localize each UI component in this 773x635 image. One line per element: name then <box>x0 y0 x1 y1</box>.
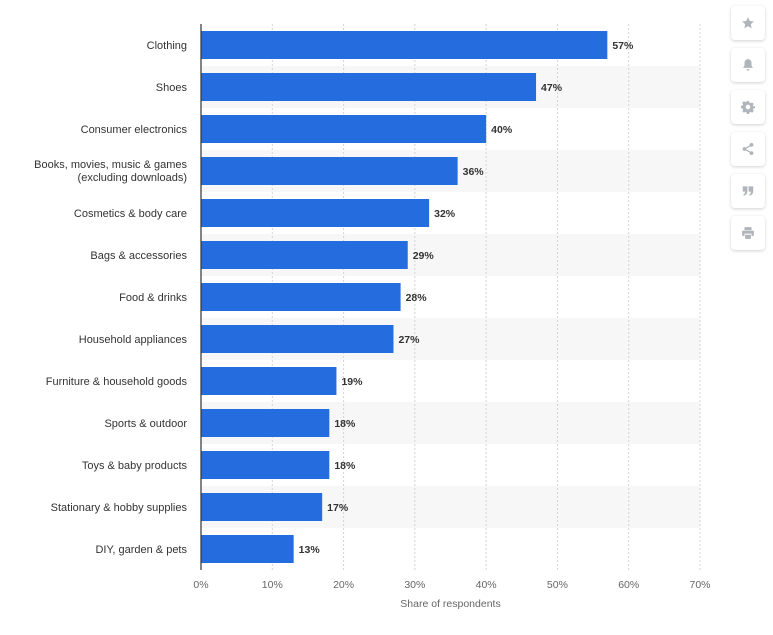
x-tick-label: 0% <box>193 579 208 591</box>
settings-button[interactable] <box>731 90 765 124</box>
category-label: Clothing <box>147 40 187 52</box>
category-label: Consumer electronics <box>81 124 188 136</box>
x-tick-label: 50% <box>547 579 568 591</box>
category-label: Books, movies, music & games (excluding d… <box>34 159 187 184</box>
category-label: Furniture & household goods <box>46 376 188 388</box>
bar[interactable] <box>201 199 430 227</box>
bar[interactable] <box>201 325 394 353</box>
value-label: 40% <box>491 124 513 136</box>
category-label: DIY, garden & pets <box>95 544 187 556</box>
bar[interactable] <box>201 283 401 311</box>
x-axis-title: Share of respondents <box>400 598 500 610</box>
bar[interactable] <box>201 157 458 185</box>
bar[interactable] <box>201 241 408 269</box>
value-label: 18% <box>334 418 356 430</box>
value-label: 19% <box>341 376 363 388</box>
value-label: 17% <box>327 502 349 514</box>
value-label: 57% <box>612 40 634 52</box>
print-button[interactable] <box>731 216 765 250</box>
share-icon <box>742 143 754 155</box>
value-label: 27% <box>398 334 420 346</box>
toolbar <box>731 6 765 250</box>
category-label: Toys & baby products <box>82 460 188 472</box>
value-label: 28% <box>406 292 428 304</box>
bar[interactable] <box>201 73 537 101</box>
bar-chart: Clothing Shoes Consumer electronics Books, … <box>34 24 711 610</box>
print-icon <box>742 227 754 239</box>
category-label: Cosmetics & body care <box>74 208 187 220</box>
x-tick-label: 70% <box>689 579 710 591</box>
share-button[interactable] <box>731 132 765 166</box>
category-label: Bags & accessories <box>90 250 187 262</box>
x-tick-labels: 0% 10% 20% 30% 40% 50% 60% 70% <box>193 579 710 591</box>
category-label: Food & drinks <box>119 292 187 304</box>
value-label: 36% <box>463 166 485 178</box>
bars <box>201 31 608 563</box>
value-label: 29% <box>413 250 435 262</box>
bar[interactable] <box>201 493 323 521</box>
value-labels: 57% 47% 40% 36% 32% 29% 28% 27% 19% 18% 18% 17% 13% <box>299 40 634 556</box>
value-label: 32% <box>434 208 456 220</box>
x-tick-label: 30% <box>404 579 425 591</box>
bell-icon <box>743 59 753 71</box>
category-label: Household appliances <box>79 334 188 346</box>
x-tick-label: 20% <box>333 579 354 591</box>
bar[interactable] <box>201 451 330 479</box>
bar[interactable] <box>201 31 608 59</box>
notification-button[interactable] <box>731 48 765 82</box>
category-labels: Clothing Shoes Consumer electronics Books, … <box>34 40 187 556</box>
quote-icon <box>742 186 754 196</box>
star-icon <box>742 17 754 29</box>
x-tick-label: 10% <box>262 579 283 591</box>
x-tick-label: 60% <box>618 579 639 591</box>
bar[interactable] <box>201 367 337 395</box>
value-label: 13% <box>299 544 321 556</box>
bar[interactable] <box>201 409 330 437</box>
bar[interactable] <box>201 115 487 143</box>
value-label: 47% <box>541 82 563 94</box>
value-label: 18% <box>334 460 356 472</box>
bar[interactable] <box>201 535 294 563</box>
category-label: Shoes <box>156 82 188 94</box>
category-label: Stationary & hobby supplies <box>51 502 188 514</box>
cite-button[interactable] <box>731 174 765 208</box>
x-tick-label: 40% <box>476 579 497 591</box>
gear-icon <box>741 101 755 114</box>
category-label: Sports & outdoor <box>104 418 187 430</box>
favorite-button[interactable] <box>731 6 765 40</box>
